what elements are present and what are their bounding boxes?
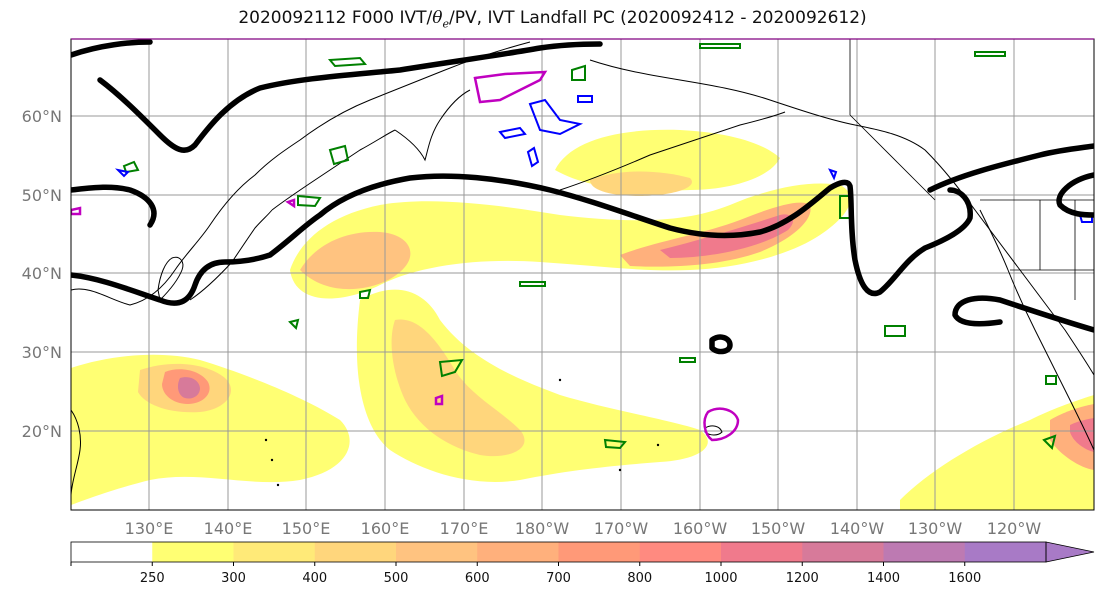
kuril-coast: [271, 129, 396, 211]
japan-coast: [189, 209, 273, 301]
colorbar-swatch: [883, 542, 966, 562]
ivt-ar-band-inner: [300, 231, 411, 290]
korea-coast: [157, 256, 184, 302]
colorbar-swatch: [639, 542, 722, 562]
lat-label-60: 60°N: [22, 107, 62, 126]
north-american-west-coast: [979, 209, 1094, 451]
latitude-labels: 20°N 30°N 40°N 50°N 60°N: [22, 107, 62, 441]
colorbar-swatch: [396, 542, 478, 562]
map-grid: [71, 39, 1094, 510]
small-islands: [264, 378, 660, 487]
lon-label-170e: 170°E: [440, 519, 489, 538]
pv-contour-north-west: [71, 39, 153, 58]
pv-contour-east-south: [952, 295, 1094, 333]
colorbar-swatch: [558, 542, 641, 562]
pv-contour-east-loop: [1056, 172, 1094, 218]
magenta-contours: [71, 70, 740, 442]
lat-label-20: 20°N: [22, 422, 62, 441]
colorbar-ticks: 250 300 400 500 600 700 800 1000 1200 1400 1600: [70, 562, 981, 586]
political-boundaries: [849, 39, 1094, 300]
colorbar-swatch: [152, 542, 234, 562]
colorbar-extend-arrow: [1045, 541, 1095, 563]
lon-label-150w: 150°W: [751, 519, 806, 538]
ivt-plume-east: [900, 395, 1094, 510]
colorbar-swatch: [71, 542, 153, 562]
lon-label-130w: 130°W: [908, 519, 963, 538]
colorbar-tick-label: 300: [221, 571, 246, 586]
map-title: 2020092112 F000 IVT/θe/PV, IVT Landfall …: [238, 8, 867, 31]
colorbar-tick-label: 1600: [948, 571, 981, 586]
pv-contours: [71, 39, 1094, 355]
colorbar-tick-label: 500: [384, 571, 409, 586]
pv-contour-small-loop: [709, 334, 733, 355]
kamchatka-coast: [394, 89, 471, 162]
lon-label-140w: 140°W: [830, 519, 885, 538]
colorbar-tick-label: 1000: [704, 571, 737, 586]
ivt-shading: [71, 129, 1094, 510]
colorbar-swatch: [802, 542, 884, 562]
pv-contour-jet: [71, 173, 973, 306]
pv-contour-west-trough: [71, 184, 157, 228]
longitude-labels: 130°E 140°E 150°E 160°E 170°E 180°W 170°…: [125, 519, 1042, 538]
ivt-ar-band: [290, 183, 851, 299]
colorbar-swatches: [71, 542, 1047, 562]
lat-label-50: 50°N: [22, 186, 62, 205]
ivt-hurricane-center: [1070, 418, 1094, 452]
alaska-coast: [589, 59, 1094, 376]
colorbar-tick-label: 1200: [786, 571, 819, 586]
lon-label-130e: 130°E: [125, 519, 174, 538]
philippines-coast: [71, 409, 81, 496]
lon-label-160w: 160°W: [673, 519, 728, 538]
aleutian-chain: [559, 111, 786, 191]
lon-label-160e: 160°E: [361, 519, 410, 538]
ivt-typhoon-center: [177, 377, 200, 399]
colorbar-swatch: [964, 542, 1047, 562]
colorbar-tick-label: 1400: [867, 571, 900, 586]
colorbar-tick-label: 250: [140, 571, 165, 586]
colorbar: 250 300 400 500 600 700 800 1000 1200 1400 1600: [70, 541, 1095, 586]
lon-label-170w: 170°W: [594, 519, 649, 538]
lon-label-150e: 150°E: [282, 519, 331, 538]
lon-label-180w: 180°W: [515, 519, 570, 538]
ivt-ar-north-lobe-inner: [590, 171, 692, 196]
lat-label-40: 40°N: [22, 264, 62, 283]
pv-contour-east-north: [927, 143, 1094, 193]
colorbar-tick-label: 600: [465, 571, 490, 586]
colorbar-swatch: [721, 542, 803, 562]
colorbar-swatch: [233, 542, 316, 562]
ivt-plume-central-pacific-inner: [391, 319, 525, 457]
colorbar-swatch: [477, 542, 559, 562]
lon-label-140e: 140°E: [204, 519, 253, 538]
pv-contour-north-siberia: [97, 41, 603, 153]
colorbar-tick-label: 800: [627, 571, 652, 586]
colorbar-tick-label: 400: [302, 571, 327, 586]
lat-label-30: 30°N: [22, 343, 62, 362]
map-content: [71, 39, 1094, 510]
lon-label-120w: 120°W: [987, 519, 1042, 538]
colorbar-swatch: [314, 542, 397, 562]
colorbar-tick-label: 700: [546, 571, 571, 586]
